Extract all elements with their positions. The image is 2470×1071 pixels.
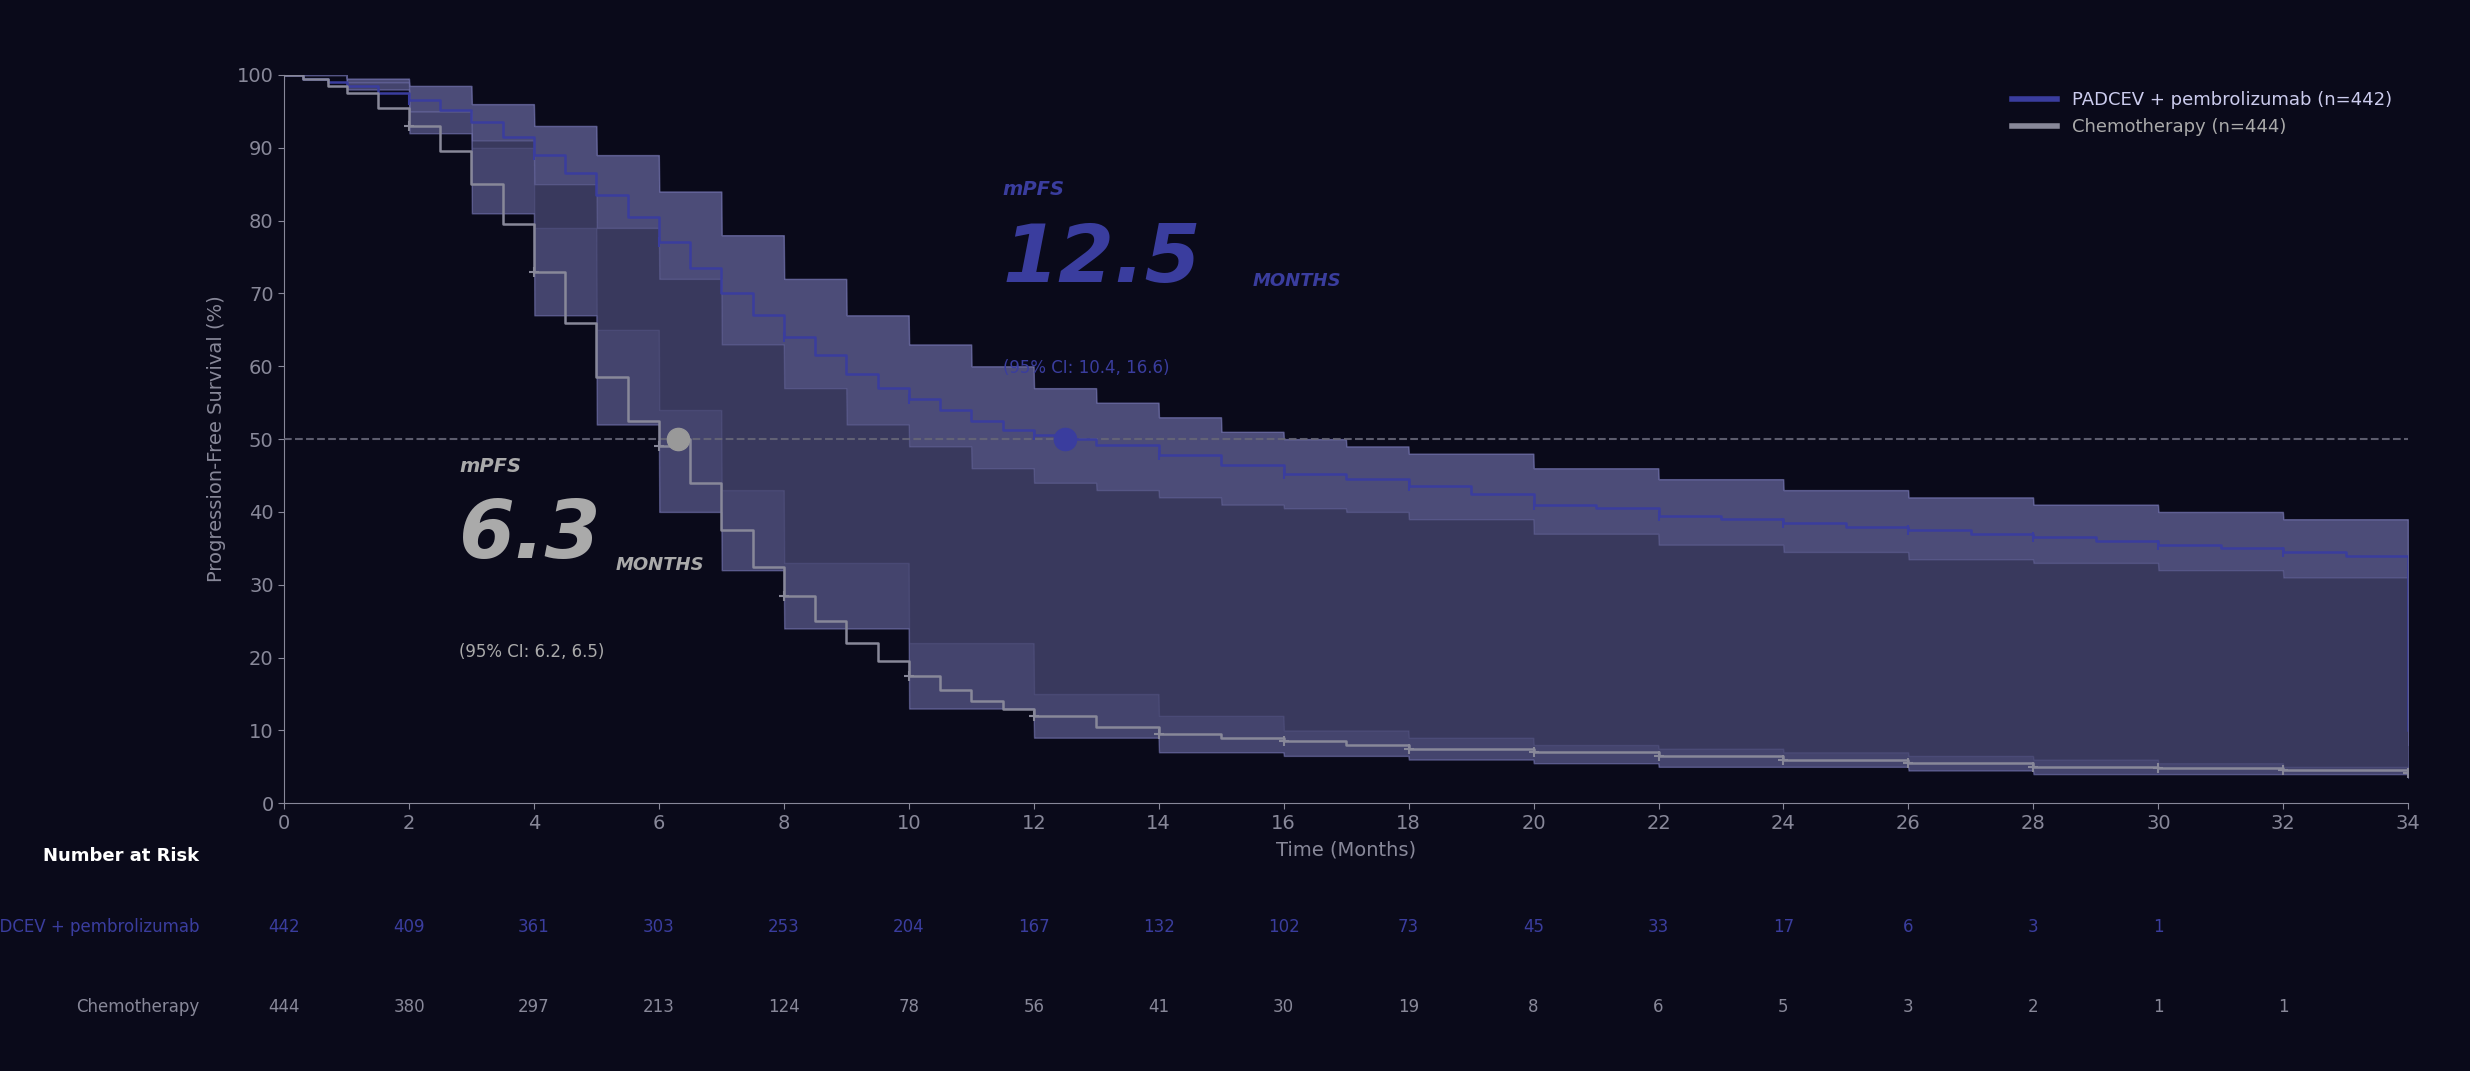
Text: 444: 444 <box>269 998 299 1016</box>
Text: 253: 253 <box>768 918 800 936</box>
Y-axis label: Progression-Free Survival (%): Progression-Free Survival (%) <box>207 296 225 583</box>
Text: 303: 303 <box>642 918 674 936</box>
Text: 33: 33 <box>1647 918 1670 936</box>
Text: 30: 30 <box>1272 998 1294 1016</box>
Text: 204: 204 <box>894 918 924 936</box>
Text: 213: 213 <box>642 998 674 1016</box>
Text: mPFS: mPFS <box>1003 180 1065 199</box>
Text: 6: 6 <box>1904 918 1914 936</box>
Text: 2: 2 <box>2028 998 2038 1016</box>
Text: 1: 1 <box>2154 918 2164 936</box>
Text: (95% CI: 10.4, 16.6): (95% CI: 10.4, 16.6) <box>1003 359 1168 377</box>
Text: 19: 19 <box>1398 998 1420 1016</box>
Text: MONTHS: MONTHS <box>615 556 704 574</box>
Text: 45: 45 <box>1524 918 1544 936</box>
Text: 78: 78 <box>899 998 919 1016</box>
Text: 1: 1 <box>2277 998 2290 1016</box>
Text: 1: 1 <box>2154 998 2164 1016</box>
Text: 3: 3 <box>2028 918 2038 936</box>
Text: 8: 8 <box>1529 998 1539 1016</box>
Text: 6.3: 6.3 <box>459 497 603 575</box>
Text: 409: 409 <box>393 918 425 936</box>
Legend: PADCEV + pembrolizumab (n=442), Chemotherapy (n=444): PADCEV + pembrolizumab (n=442), Chemothe… <box>2006 84 2398 144</box>
Text: 3: 3 <box>1902 998 1914 1016</box>
Text: 56: 56 <box>1023 998 1045 1016</box>
Text: PADCEV + pembrolizumab: PADCEV + pembrolizumab <box>0 918 200 936</box>
Text: 442: 442 <box>269 918 299 936</box>
Text: (95% CI: 6.2, 6.5): (95% CI: 6.2, 6.5) <box>459 643 605 661</box>
Text: 5: 5 <box>1778 998 1788 1016</box>
Text: 12.5: 12.5 <box>1003 221 1200 299</box>
Text: 17: 17 <box>1773 918 1793 936</box>
Text: 6: 6 <box>1652 998 1665 1016</box>
Text: 124: 124 <box>768 998 800 1016</box>
Text: 41: 41 <box>1149 998 1168 1016</box>
Text: MONTHS: MONTHS <box>1252 272 1341 289</box>
Text: 167: 167 <box>1018 918 1050 936</box>
Text: 380: 380 <box>393 998 425 1016</box>
Text: 102: 102 <box>1267 918 1299 936</box>
Text: 361: 361 <box>519 918 551 936</box>
Text: 297: 297 <box>519 998 551 1016</box>
Text: Chemotherapy: Chemotherapy <box>77 998 200 1016</box>
X-axis label: Time (Months): Time (Months) <box>1277 841 1415 860</box>
Text: 132: 132 <box>1144 918 1176 936</box>
Text: Number at Risk: Number at Risk <box>42 847 200 865</box>
Text: mPFS: mPFS <box>459 456 521 476</box>
Text: 73: 73 <box>1398 918 1420 936</box>
